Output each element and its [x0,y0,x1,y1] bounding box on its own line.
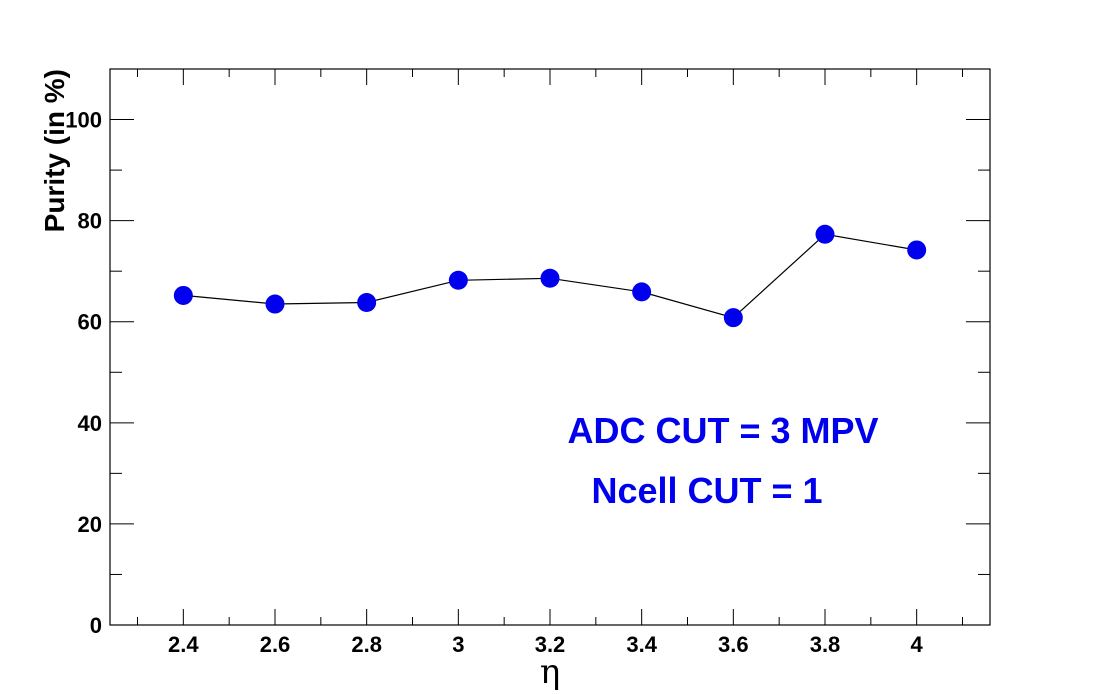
y-tick-label: 80 [78,209,102,234]
data-point [907,240,927,260]
x-tick-label: 2.6 [260,632,291,657]
data-point [815,224,835,244]
data-point [173,285,193,305]
x-tick-label: 3.6 [718,632,749,657]
x-tick-label: 4 [911,632,924,657]
data-point [357,293,377,313]
y-tick-label: 60 [78,310,102,335]
x-tick-label: 2.4 [168,632,199,657]
data-point [632,282,652,302]
axis-ticks [110,68,990,626]
x-tick-label: 2.8 [351,632,382,657]
y-tick-label: 0 [90,613,102,638]
data-point [723,308,743,328]
plot-frame [109,68,991,626]
x-tick-label: 3.4 [626,632,657,657]
y-tick-labels: 0 20 40 60 80 100 [65,108,102,638]
data-point [265,294,285,314]
x-axis-title: η [540,652,560,692]
x-tick-label: 3.8 [810,632,841,657]
data-point [448,270,468,290]
y-axis-title: Purity (in %) [39,69,70,232]
annotation-ncell-cut: Ncell CUT = 1 [591,470,822,511]
y-tick-label: 20 [78,512,102,537]
x-tick-label: 3 [452,632,464,657]
y-tick-label: 40 [78,411,102,436]
data-point [540,268,560,288]
x-tick-labels: 2.4 2.6 2.8 3 3.2 3.4 3.6 3.8 4 [168,632,924,657]
x-tick-label: 3.2 [535,632,566,657]
data-points [173,224,927,328]
annotation-adc-cut: ADC CUT = 3 MPV [567,410,878,451]
y-tick-label: 100 [65,108,102,133]
